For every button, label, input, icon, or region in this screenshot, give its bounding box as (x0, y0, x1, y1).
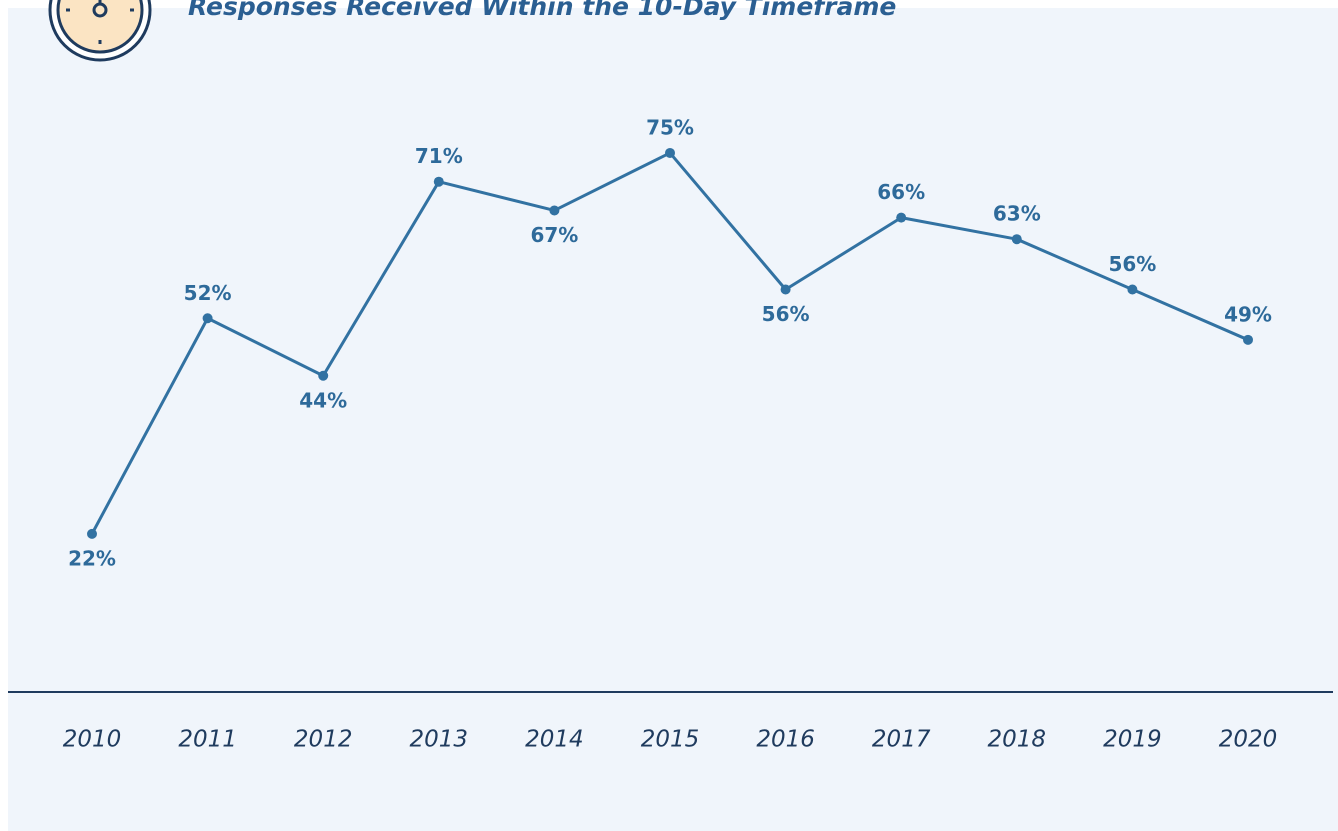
value-label: 66% (877, 180, 925, 204)
x-tick-label: 2019 (1103, 727, 1162, 753)
value-label: 67% (530, 223, 578, 247)
x-tick-label: 2018 (988, 727, 1047, 753)
value-label: 49% (1224, 302, 1272, 326)
chart-title: Responses Received Within the 10-Day Tim… (188, 0, 896, 21)
value-label: 44% (299, 388, 347, 412)
value-label: 22% (68, 546, 116, 570)
point (87, 528, 97, 539)
point (1127, 284, 1138, 295)
x-tick-label: 2016 (756, 727, 815, 753)
point (780, 284, 791, 295)
panel (8, 8, 1338, 831)
point (665, 147, 675, 158)
point (896, 212, 907, 223)
value-label: 75% (646, 115, 694, 139)
clock-icon (48, 0, 152, 62)
point (1011, 234, 1022, 245)
point (549, 205, 560, 216)
x-tick-label: 2014 (525, 727, 584, 753)
x-tick-label: 2020 (1219, 727, 1278, 753)
value-label: 56% (1108, 252, 1156, 276)
x-tick-label: 2013 (410, 727, 469, 753)
x-tick-label: 2011 (178, 727, 237, 753)
x-tick-label: 2017 (872, 727, 931, 753)
point (1243, 334, 1253, 345)
value-label: 52% (184, 281, 232, 305)
point (318, 370, 329, 381)
point (433, 176, 444, 187)
x-tick-label: 2010 (63, 727, 122, 753)
value-label: 56% (762, 302, 810, 326)
value-label: 71% (415, 144, 463, 168)
x-tick-label: 2012 (294, 727, 353, 753)
x-tick-label: 2015 (641, 727, 700, 753)
value-label: 63% (993, 202, 1041, 226)
point (202, 313, 213, 324)
